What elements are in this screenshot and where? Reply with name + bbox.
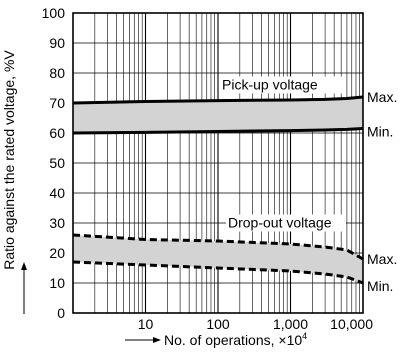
y-tick-label: 60	[49, 125, 65, 141]
y-tick-label: 90	[49, 35, 65, 51]
y-tick-label: 100	[42, 5, 66, 21]
band-label-1: Drop-out voltage	[228, 215, 332, 231]
y-tick-label: 20	[49, 245, 65, 261]
y-tick-label: 80	[49, 65, 65, 81]
x-tick-labels: 10 100 1,000 10,000	[138, 316, 373, 332]
x-axis-label: No. of operations, ×104	[164, 331, 307, 348]
y-axis-label: Ratio against the rated voltage, %V	[1, 50, 17, 270]
band-max-label-1: Max.	[367, 251, 397, 267]
y-tick-label: 0	[57, 305, 65, 321]
y-tick-label: 40	[49, 185, 65, 201]
band-max-label-0: Max.	[367, 89, 397, 105]
x-tick-label: 10,000	[330, 316, 373, 332]
y-tick-labels: 0 10 20 30 40 50 60 70 80 90 100	[42, 5, 66, 321]
band-label-0: Pick-up voltage	[222, 77, 318, 93]
y-tick-label: 50	[49, 155, 65, 171]
x-axis-label-text: No. of operations, ×10	[164, 332, 302, 348]
x-axis-label-exponent: 4	[302, 331, 307, 341]
y-tick-label: 10	[49, 275, 65, 291]
y-axis-arrowhead	[21, 262, 27, 270]
band-min-label-1: Min.	[367, 278, 393, 294]
x-axis-arrowhead	[153, 337, 161, 343]
x-tick-label: 1,000	[273, 316, 308, 332]
x-tick-label: 10	[138, 316, 154, 332]
y-tick-label: 70	[49, 95, 65, 111]
y-tick-label: 30	[49, 215, 65, 231]
band-min-label-0: Min.	[367, 124, 393, 140]
x-tick-label: 100	[206, 316, 230, 332]
